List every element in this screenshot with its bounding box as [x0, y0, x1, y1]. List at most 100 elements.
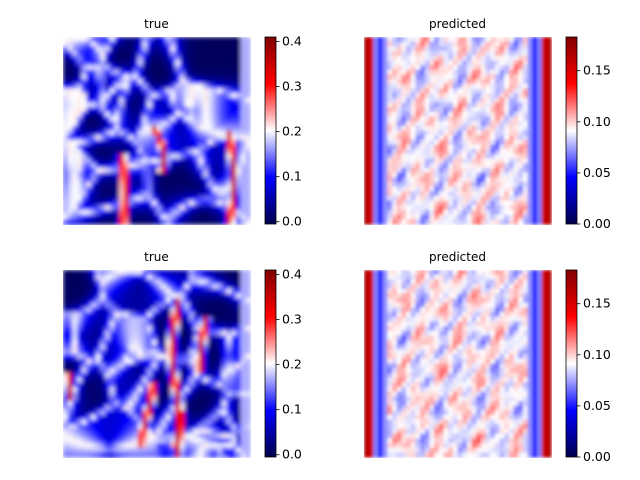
heatmap-cell — [105, 363, 111, 369]
heatmap-cell — [137, 116, 144, 122]
heatmap-cell — [396, 102, 402, 108]
heatmap-cell — [63, 177, 69, 183]
heatmap-cell — [387, 284, 393, 290]
heatmap-cell — [133, 139, 139, 146]
heatmap-cell — [128, 74, 134, 80]
heatmap-cell — [77, 410, 83, 416]
heatmap-cell — [368, 46, 374, 52]
heatmap-cell — [226, 139, 232, 146]
heatmap-cell — [95, 400, 101, 407]
heatmap-cell — [165, 130, 172, 136]
heatmap-cell — [151, 139, 158, 146]
heatmap-cell — [420, 200, 426, 206]
heatmap-cell — [86, 200, 92, 206]
heatmap-cell — [382, 195, 388, 202]
heatmap-cell — [72, 74, 78, 80]
heatmap-cell — [119, 438, 125, 444]
heatmap-cell — [476, 144, 482, 150]
heatmap-cell — [105, 88, 111, 94]
heatmap-cell — [546, 144, 552, 150]
heatmap-cell — [133, 400, 139, 407]
heatmap-cell — [504, 270, 510, 276]
heatmap-cell — [165, 55, 172, 61]
heatmap-cell — [179, 46, 186, 52]
heatmap-cell — [429, 279, 435, 285]
heatmap-cell — [175, 130, 181, 136]
heatmap-cell — [364, 55, 370, 61]
heatmap-cell — [119, 93, 125, 99]
heatmap-cell — [240, 302, 246, 308]
heatmap-cell — [485, 149, 491, 155]
heatmap-cell — [245, 130, 251, 136]
heatmap-cell — [67, 326, 73, 332]
heatmap-cell — [231, 447, 237, 453]
heatmap-cell — [513, 55, 519, 61]
panel-title-3: true — [144, 250, 169, 264]
heatmap-cell — [189, 428, 195, 435]
heatmap-cell — [231, 424, 237, 430]
heatmap-cell — [91, 288, 97, 294]
heatmap-cell — [179, 368, 186, 374]
heatmap-cell — [448, 219, 454, 225]
heatmap-cell — [513, 116, 519, 122]
heatmap-cell — [245, 209, 251, 216]
heatmap-cell — [532, 167, 538, 174]
heatmap-cell — [235, 205, 242, 211]
heatmap-cell — [513, 83, 519, 90]
heatmap-cell — [95, 37, 101, 43]
heatmap-cell — [179, 102, 186, 108]
heatmap-cell — [378, 149, 384, 155]
heatmap-cell — [72, 69, 78, 75]
heatmap-cell — [151, 107, 158, 113]
heatmap-cell — [142, 177, 148, 183]
heatmap-cell — [499, 209, 505, 216]
heatmap-cell — [490, 37, 496, 43]
heatmap-cell — [147, 83, 153, 90]
heatmap-cell — [448, 270, 454, 276]
heatmap-cell — [151, 111, 158, 118]
colorbar-tick-label: 0.10 — [583, 114, 611, 129]
heatmap-cell — [100, 363, 106, 369]
heatmap-cell — [420, 274, 426, 280]
heatmap-cell — [221, 424, 228, 430]
heatmap-cell — [137, 433, 144, 439]
heatmap-cell — [156, 214, 162, 220]
heatmap-cell — [245, 37, 251, 43]
heatmap-cell — [119, 55, 125, 61]
heatmap-cell — [133, 414, 139, 421]
heatmap-cell — [81, 83, 87, 90]
heatmap-cell — [137, 158, 144, 164]
heatmap-cell — [541, 69, 547, 75]
heatmap-cell — [109, 335, 116, 341]
heatmap-cell — [109, 60, 116, 66]
heatmap-cell — [203, 321, 209, 327]
heatmap-cell — [476, 65, 482, 71]
heatmap-cell — [240, 79, 246, 85]
heatmap-cell — [410, 60, 417, 66]
heatmap-cell — [193, 149, 200, 155]
heatmap-cell — [179, 405, 186, 411]
heatmap-cell — [63, 121, 69, 127]
heatmap-cell — [217, 191, 223, 197]
heatmap-cell — [123, 125, 130, 132]
heatmap-cell — [518, 83, 524, 90]
heatmap-cell — [72, 186, 78, 192]
heatmap-cell — [147, 111, 153, 118]
heatmap-cell — [119, 69, 125, 75]
heatmap-cell — [240, 442, 246, 449]
heatmap-cell — [198, 298, 204, 304]
heatmap-cell — [378, 55, 384, 61]
heatmap-cell — [378, 102, 384, 108]
heatmap-cell — [156, 312, 162, 318]
heatmap-cell — [147, 307, 153, 313]
heatmap-cell — [226, 386, 232, 393]
heatmap-cell — [226, 153, 232, 160]
heatmap-cell — [471, 79, 477, 85]
heatmap-cell — [429, 51, 435, 57]
heatmap-cell — [170, 377, 176, 383]
heatmap-cell — [527, 121, 533, 127]
heatmap-cell — [119, 410, 125, 416]
heatmap-cell — [462, 55, 468, 61]
heatmap-cell — [443, 219, 449, 225]
heatmap-cell — [170, 219, 176, 225]
